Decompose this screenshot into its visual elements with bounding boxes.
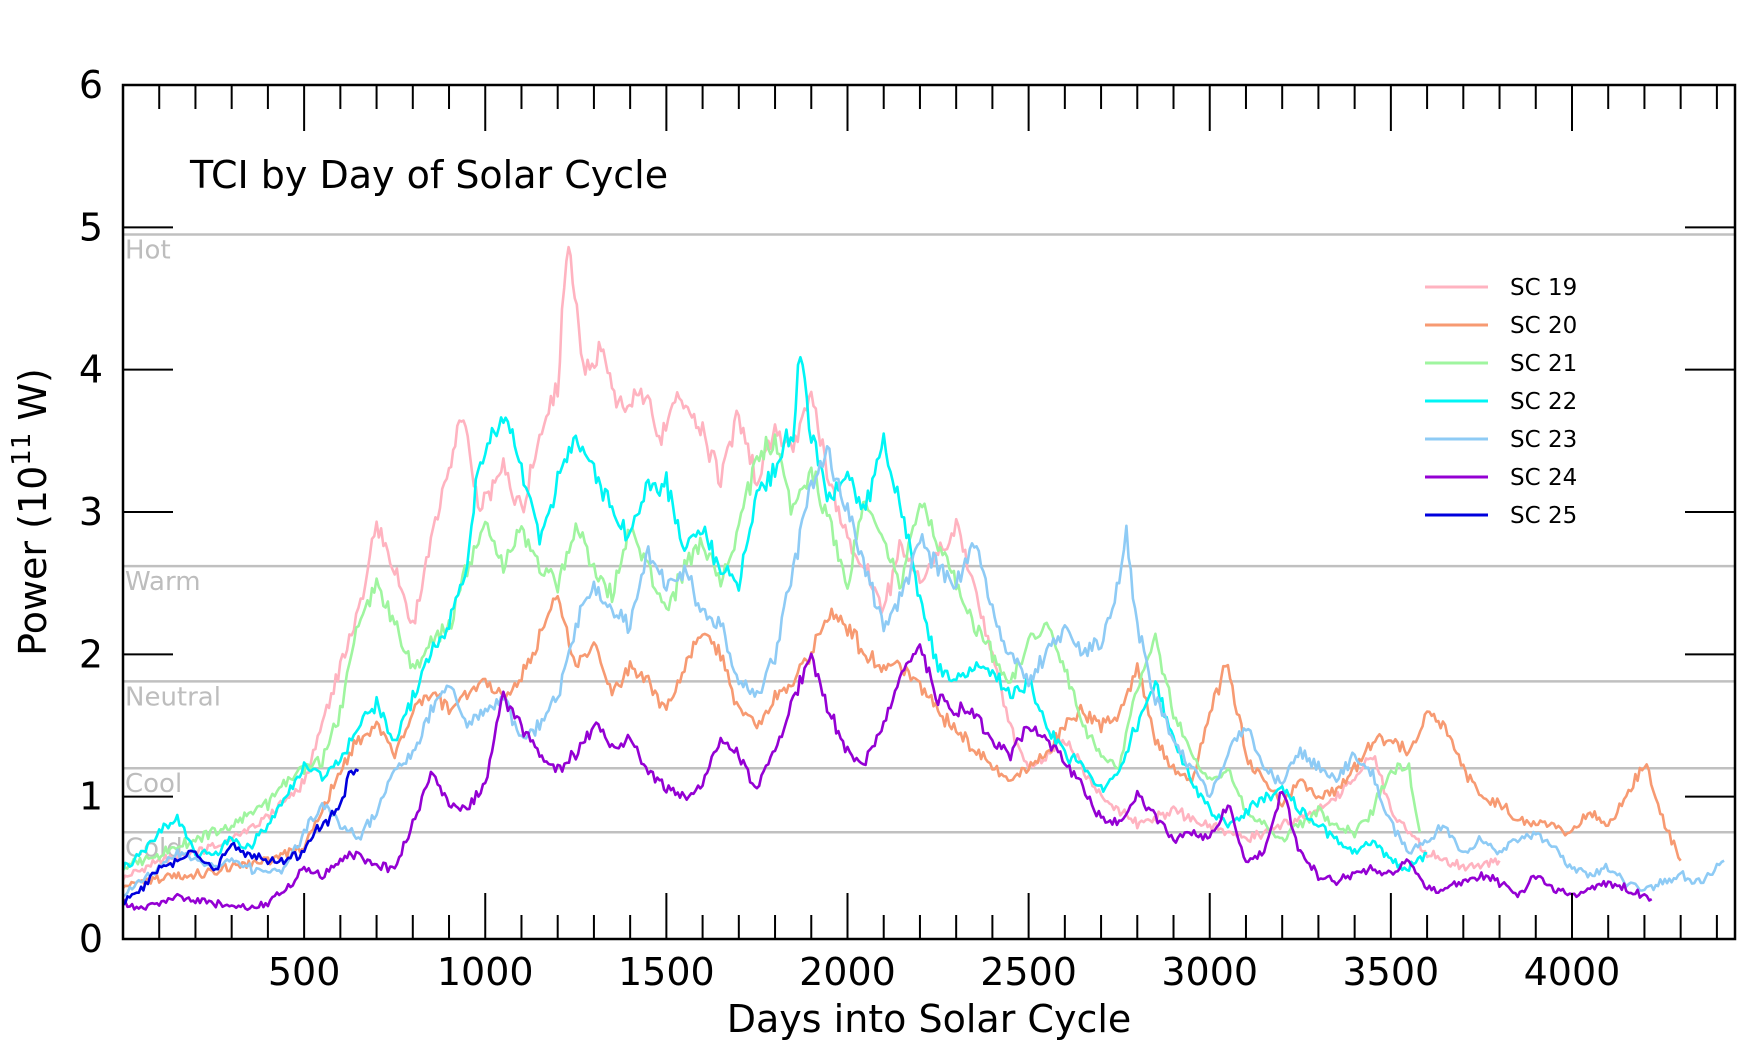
series-layer <box>121 245 1725 912</box>
series-line-sc-19 <box>121 245 1501 881</box>
chart-title: TCI by Day of Solar Cycle <box>189 153 668 197</box>
y-tick-label: 3 <box>79 490 103 534</box>
x-tick-label: 3500 <box>1343 950 1440 994</box>
legend-label-sc-19: SC 19 <box>1510 275 1577 301</box>
x-axis-label: Days into Solar Cycle <box>727 997 1132 1041</box>
reference-label-neutral: Neutral <box>125 682 221 712</box>
legend-label-sc-23: SC 23 <box>1510 427 1577 453</box>
y-tick-label: 5 <box>79 205 103 249</box>
legend: SC 19 SC 20 SC 21 SC 22 SC 23 SC 24 SC 25 <box>1425 275 1577 529</box>
x-tick-label: 2000 <box>799 950 896 994</box>
y-axis-label-exponent: 11 <box>7 433 37 466</box>
y-tick-label: 1 <box>79 775 103 819</box>
x-tick-label: 3000 <box>1161 950 1258 994</box>
y-axis-label-prefix: Power (10 <box>11 466 55 656</box>
y-tick-label: 6 <box>79 63 103 107</box>
x-tick-label: 1000 <box>437 950 534 994</box>
y-tick-label: 2 <box>79 632 103 676</box>
tick-labels: 500 1000 1500 2000 2500 3000 3500 4000 0 1 2 3 4 5 6 <box>79 63 1621 994</box>
y-axis-label-suffix: W) <box>11 368 55 432</box>
axis-ticks <box>123 84 1735 940</box>
x-tick-label: 2500 <box>980 950 1077 994</box>
plot-frame <box>121 83 1737 941</box>
series-line-sc-24 <box>122 643 1653 912</box>
y-tick-label: 0 <box>79 917 103 961</box>
series-line-sc-21 <box>121 433 1422 872</box>
reference-label-cool: Cool <box>125 769 182 799</box>
x-tick-label: 4000 <box>1524 950 1621 994</box>
series-line-sc-22 <box>121 355 1428 873</box>
reference-label-hot: Hot <box>125 235 171 265</box>
legend-label-sc-24: SC 24 <box>1510 465 1577 491</box>
series-line-sc-25 <box>122 768 360 906</box>
y-tick-label: 4 <box>79 348 103 392</box>
legend-label-sc-21: SC 21 <box>1510 351 1577 377</box>
legend-label-sc-20: SC 20 <box>1510 313 1577 339</box>
reference-label-warm: Warm <box>125 567 201 597</box>
legend-label-sc-22: SC 22 <box>1510 389 1577 415</box>
x-tick-label: 500 <box>268 950 341 994</box>
x-tick-label: 1500 <box>618 950 715 994</box>
series-line-sc-23 <box>122 445 1725 898</box>
legend-label-sc-25: SC 25 <box>1510 503 1577 529</box>
series-line-sc-20 <box>122 594 1682 889</box>
y-axis-label: Power (1011 W) <box>7 368 55 656</box>
